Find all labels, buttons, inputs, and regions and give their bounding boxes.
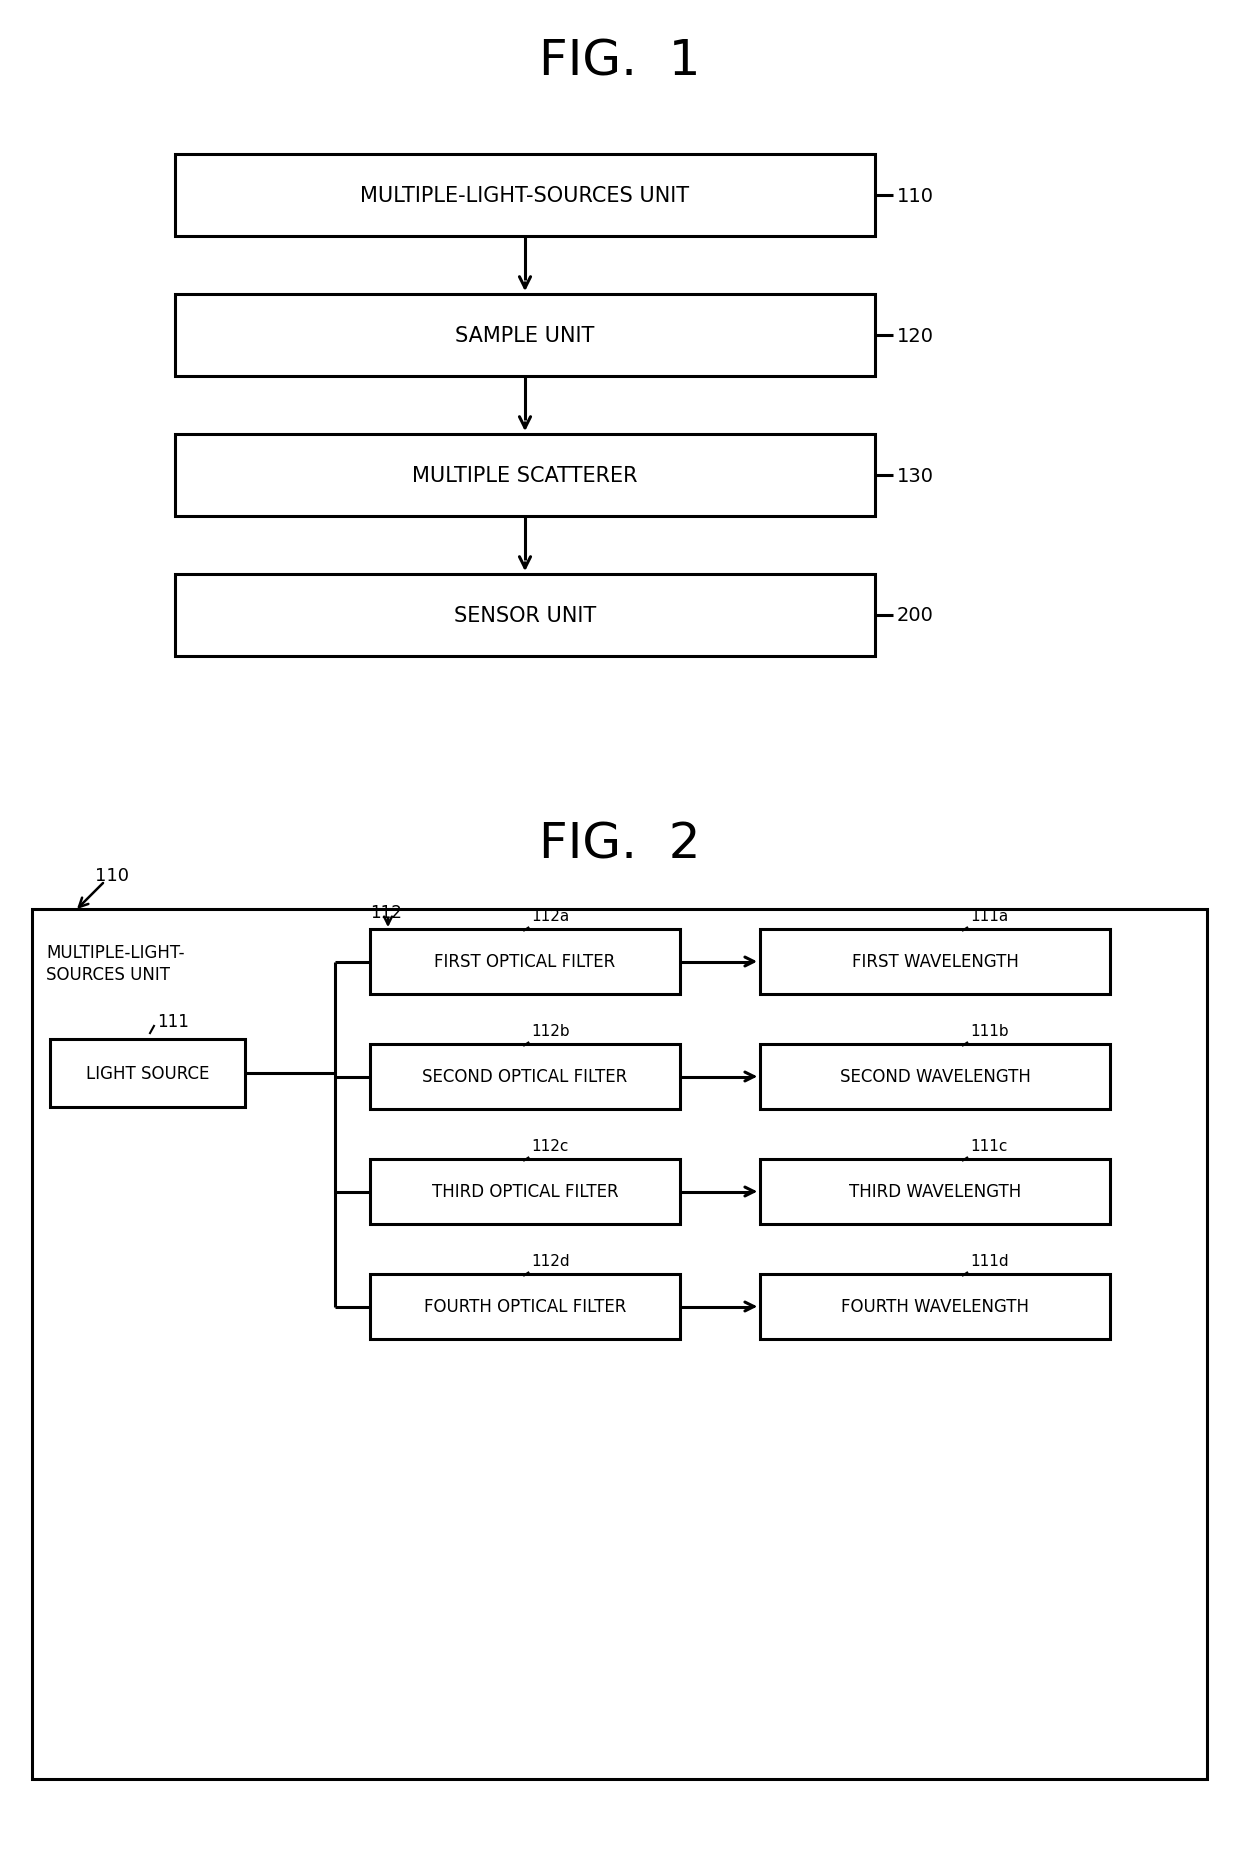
Bar xyxy=(370,1159,680,1224)
Bar xyxy=(50,1039,246,1107)
Text: MULTIPLE-LIGHT-SOURCES UNIT: MULTIPLE-LIGHT-SOURCES UNIT xyxy=(361,186,689,206)
Bar xyxy=(175,295,875,377)
Text: 112c: 112c xyxy=(531,1139,569,1154)
Text: 111: 111 xyxy=(157,1013,190,1030)
Text: FOURTH OPTICAL FILTER: FOURTH OPTICAL FILTER xyxy=(424,1298,626,1315)
Text: 200: 200 xyxy=(897,607,934,625)
Bar xyxy=(760,1274,1110,1339)
Bar xyxy=(370,929,680,994)
Text: 112a: 112a xyxy=(531,909,569,924)
Bar xyxy=(175,156,875,237)
Bar xyxy=(175,434,875,518)
Text: 110: 110 xyxy=(897,186,934,206)
Text: SECOND OPTICAL FILTER: SECOND OPTICAL FILTER xyxy=(423,1068,627,1085)
Text: 112d: 112d xyxy=(531,1254,570,1269)
Text: SAMPLE UNIT: SAMPLE UNIT xyxy=(455,326,595,345)
Text: 112: 112 xyxy=(370,903,402,922)
Text: MULTIPLE-LIGHT-: MULTIPLE-LIGHT- xyxy=(46,944,185,961)
Bar xyxy=(370,1274,680,1339)
Text: 110: 110 xyxy=(95,866,129,885)
Text: FIG.  2: FIG. 2 xyxy=(539,820,701,868)
Text: SOURCES UNIT: SOURCES UNIT xyxy=(46,965,170,983)
Bar xyxy=(760,1159,1110,1224)
Text: THIRD OPTICAL FILTER: THIRD OPTICAL FILTER xyxy=(432,1183,619,1200)
Text: 111c: 111c xyxy=(970,1139,1007,1154)
Text: SENSOR UNIT: SENSOR UNIT xyxy=(454,607,596,625)
Text: 111a: 111a xyxy=(970,909,1008,924)
Bar xyxy=(760,929,1110,994)
Text: MULTIPLE SCATTERER: MULTIPLE SCATTERER xyxy=(412,466,637,486)
Text: FIRST OPTICAL FILTER: FIRST OPTICAL FILTER xyxy=(434,953,615,970)
Text: FIRST WAVELENGTH: FIRST WAVELENGTH xyxy=(852,953,1018,970)
Text: THIRD WAVELENGTH: THIRD WAVELENGTH xyxy=(849,1183,1021,1200)
Text: FIG.  1: FIG. 1 xyxy=(539,37,701,85)
Bar xyxy=(175,575,875,657)
Text: 112b: 112b xyxy=(531,1024,570,1039)
Bar xyxy=(32,909,1207,1779)
Bar xyxy=(370,1044,680,1109)
Text: 111b: 111b xyxy=(970,1024,1008,1039)
Text: 130: 130 xyxy=(897,466,934,486)
Text: LIGHT SOURCE: LIGHT SOURCE xyxy=(86,1065,210,1083)
Bar xyxy=(760,1044,1110,1109)
Text: 120: 120 xyxy=(897,326,934,345)
Text: FOURTH WAVELENGTH: FOURTH WAVELENGTH xyxy=(841,1298,1029,1315)
Text: SECOND WAVELENGTH: SECOND WAVELENGTH xyxy=(839,1068,1030,1085)
Text: 111d: 111d xyxy=(970,1254,1008,1269)
